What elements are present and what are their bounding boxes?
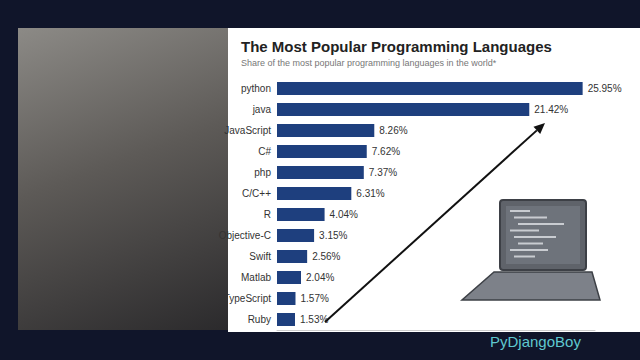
svg-text:7.37%: 7.37% xyxy=(369,167,397,178)
svg-text:C#: C# xyxy=(258,146,271,157)
svg-text:Share of the most popular prog: Share of the most popular programming la… xyxy=(241,58,497,68)
svg-text:7.62%: 7.62% xyxy=(372,146,400,157)
svg-text:python: python xyxy=(241,83,271,94)
svg-text:8.26%: 8.26% xyxy=(379,125,407,136)
svg-text:Matlab: Matlab xyxy=(241,272,271,283)
svg-text:25.95%: 25.95% xyxy=(588,83,622,94)
svg-text:Objective-C: Objective-C xyxy=(219,230,271,241)
svg-text:1.53%: 1.53% xyxy=(300,314,328,325)
svg-text:R: R xyxy=(264,209,271,220)
svg-text:java: java xyxy=(252,104,272,115)
svg-text:4.04%: 4.04% xyxy=(330,209,358,220)
svg-text:The Most Popular Programming L: The Most Popular Programming Languages xyxy=(241,38,552,55)
svg-text:Swift: Swift xyxy=(249,251,271,262)
svg-text:JavaScript: JavaScript xyxy=(224,125,271,136)
svg-text:TypeScript: TypeScript xyxy=(224,293,271,304)
svg-text:3.15%: 3.15% xyxy=(319,230,347,241)
svg-text:Ruby: Ruby xyxy=(248,314,271,325)
svg-text:1.57%: 1.57% xyxy=(300,293,328,304)
svg-text:2.04%: 2.04% xyxy=(306,272,334,283)
svg-text:C/C++: C/C++ xyxy=(242,188,271,199)
svg-text:php: php xyxy=(254,167,271,178)
svg-text:PyDjangoBoy: PyDjangoBoy xyxy=(490,333,581,350)
svg-text:21.42%: 21.42% xyxy=(534,104,568,115)
svg-text:2.56%: 2.56% xyxy=(312,251,340,262)
svg-text:6.31%: 6.31% xyxy=(356,188,384,199)
